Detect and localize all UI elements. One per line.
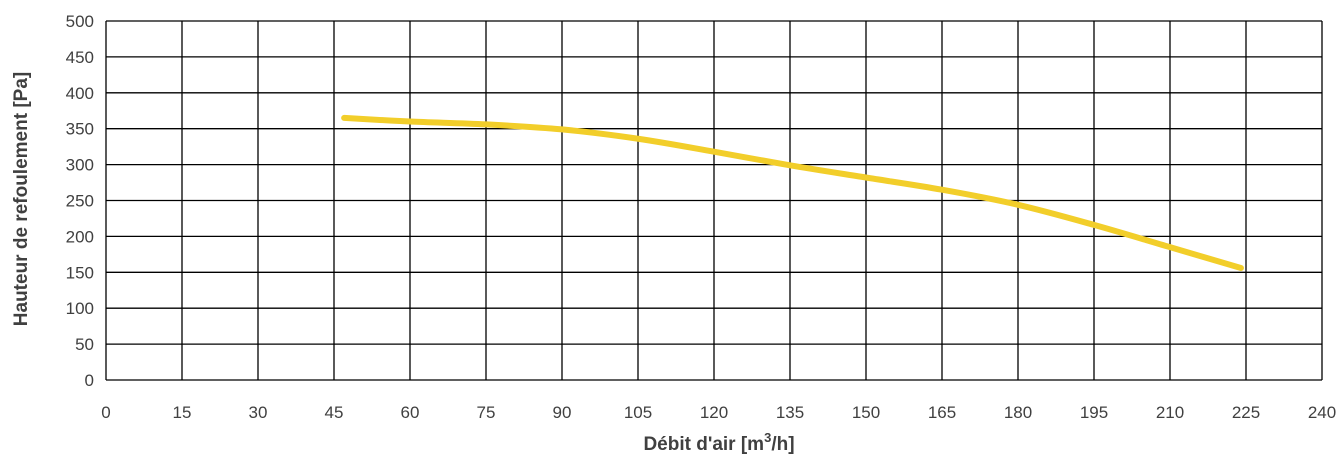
y-tick-label: 0 [85, 371, 94, 390]
y-tick-label: 450 [66, 48, 94, 67]
x-tick-label: 15 [173, 403, 192, 422]
x-axis-title-main: Débit d'air [m [643, 434, 764, 455]
x-tick-label: 195 [1080, 403, 1108, 422]
y-tick-label: 200 [66, 227, 94, 246]
x-tick-label: 135 [776, 403, 804, 422]
y-tick-label: 150 [66, 263, 94, 282]
x-tick-label: 165 [928, 403, 956, 422]
x-tick-label: 60 [401, 403, 420, 422]
series-group [341, 114, 1244, 271]
y-tick-label: 100 [66, 299, 94, 318]
y-tick-label: 300 [66, 156, 94, 175]
x-tick-label: 210 [1156, 403, 1184, 422]
y-tick-label: 250 [66, 192, 94, 211]
x-axis-title-end: /h] [771, 434, 794, 455]
grid [105, 20, 1323, 381]
x-tick-label: 30 [249, 403, 268, 422]
y-tick-labels: 0 50 100 150 200 250 300 350 400 450 500 [66, 12, 94, 390]
x-tick-label: 0 [101, 403, 110, 422]
y-tick-label: 400 [66, 84, 94, 103]
x-tick-label: 120 [700, 403, 728, 422]
x-axis-title: Débit d'air [m3/h] [643, 430, 794, 455]
x-tick-labels: 0 15 30 45 60 75 90 105 120 135 150 165 180 195 210 225… [101, 403, 1336, 422]
x-tick-label: 105 [624, 403, 652, 422]
x-tick-label: 150 [852, 403, 880, 422]
series-line [341, 114, 1244, 271]
x-tick-label: 180 [1004, 403, 1032, 422]
x-axis-title-sup: 3 [764, 430, 771, 445]
y-tick-label: 350 [66, 120, 94, 139]
y-axis-title: Hauteur de refoulement [Pa] [11, 72, 32, 326]
y-tick-label: 50 [75, 335, 94, 354]
x-tick-label: 45 [325, 403, 344, 422]
x-tick-label: 240 [1308, 403, 1336, 422]
x-tick-label: 225 [1232, 403, 1260, 422]
x-tick-label: 90 [553, 403, 572, 422]
y-tick-label: 500 [66, 12, 94, 31]
x-tick-label: 75 [477, 403, 496, 422]
